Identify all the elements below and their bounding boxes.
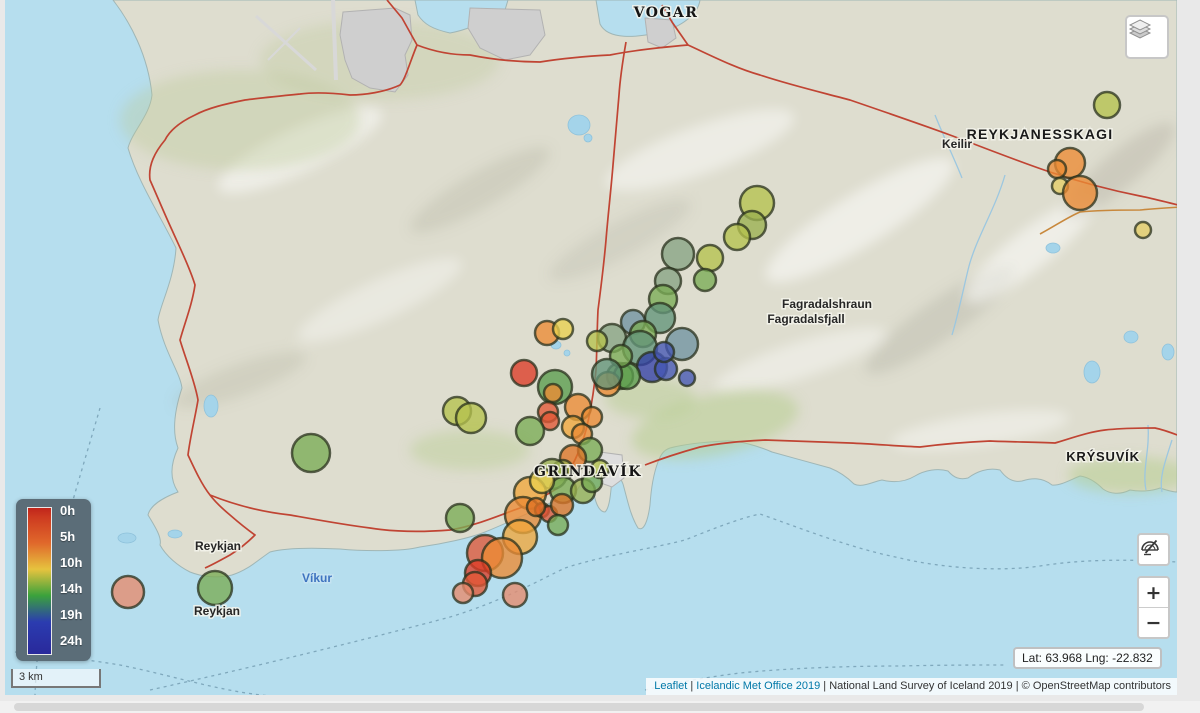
earthquake-marker[interactable] [110, 574, 146, 610]
earthquake-marker[interactable] [1046, 158, 1068, 180]
earthquake-marker[interactable] [542, 382, 564, 404]
legend-tick: 24h [60, 633, 83, 648]
earthquake-marker[interactable] [585, 329, 609, 353]
attribution-bar: Leaflet | Icelandic Met Office 2019 | Na… [646, 678, 1177, 695]
place-label: Keilir [942, 137, 972, 151]
earthquake-marker[interactable] [722, 222, 752, 252]
earthquake-marker[interactable] [1092, 90, 1122, 120]
earthquake-marker[interactable] [580, 405, 604, 429]
legend-tick: 5h [60, 529, 76, 544]
earthquake-marker[interactable] [1133, 220, 1153, 240]
legend-gradient-bar [27, 507, 52, 655]
earthquake-marker[interactable] [290, 432, 332, 474]
quake-age-legend: 0h 5h 10h 14h 19h 24h [16, 499, 91, 661]
earthquake-marker[interactable] [509, 358, 539, 388]
earthquake-marker[interactable] [454, 401, 488, 435]
earthquake-marker[interactable] [444, 502, 476, 534]
earthquake-marker[interactable] [549, 492, 575, 518]
earthquake-marker[interactable] [652, 340, 676, 364]
coordinates-readout: Lat: 63.968 Lng: -22.832 [1013, 647, 1162, 669]
place-label: KRÝSUVÍK [1066, 449, 1140, 464]
earthquake-marker[interactable] [528, 467, 556, 495]
map-canvas[interactable]: VOGAR Keilir REYKJANESSKAGI Fagradalshraun F… [5, 0, 1177, 695]
measure-control-button[interactable] [1137, 533, 1170, 566]
place-label: VOGAR [633, 5, 699, 21]
place-label: Reykjan [194, 604, 240, 618]
earthquake-marker[interactable] [451, 581, 475, 605]
earthquake-marker[interactable] [501, 581, 529, 609]
zoom-out-button[interactable]: − [1139, 608, 1168, 637]
imo-link[interactable]: Icelandic Met Office 2019 [696, 680, 821, 692]
legend-tick: 10h [60, 555, 83, 570]
rivers [934, 114, 1173, 493]
place-label: Fagradalsfjall [767, 312, 844, 326]
attribution-separator: | [1012, 680, 1022, 692]
boundary-road [1039, 206, 1177, 235]
zoom-control: + − [1137, 576, 1170, 639]
earthquake-marker[interactable] [546, 513, 570, 537]
legend-tick-labels: 0h 5h 10h 14h 19h 24h [60, 503, 90, 653]
urban-areas [339, 7, 677, 488]
nls-credit: National Land Survey of Iceland 2019 [829, 680, 1013, 692]
earthquake-marker[interactable] [480, 536, 524, 580]
earthquake-marker[interactable] [590, 357, 624, 391]
measure-icon [1141, 539, 1159, 556]
lakes [117, 114, 1175, 544]
scale-bar: 3 km [11, 669, 101, 688]
attribution-separator: | [820, 680, 830, 692]
legend-tick: 14h [60, 581, 83, 596]
earthquake-marker[interactable] [514, 415, 546, 447]
place-label: Víkur [302, 571, 332, 585]
layers-control-button[interactable] [1125, 15, 1169, 59]
earthquake-marker[interactable] [589, 458, 611, 480]
place-label: Fagradalshraun [782, 297, 872, 311]
osm-credit: © OpenStreetMap contributors [1021, 680, 1171, 692]
earthquake-marker[interactable] [525, 496, 547, 518]
attribution-separator: | [687, 680, 697, 692]
leaflet-link[interactable]: Leaflet [654, 680, 688, 692]
earthquake-marker[interactable] [692, 267, 718, 293]
earthquake-marker[interactable] [660, 236, 696, 272]
place-label: Reykjan [195, 539, 241, 553]
legend-tick: 19h [60, 607, 83, 622]
airport-runways [254, 0, 338, 81]
horizontal-scrollbar[interactable] [0, 701, 1200, 713]
scrollbar-thumb[interactable] [14, 703, 1144, 711]
earthquake-layer [110, 90, 1153, 610]
earthquake-marker[interactable] [677, 368, 697, 388]
place-label: GRINDAVÍK [534, 462, 642, 480]
earthquake-marker[interactable] [695, 243, 725, 273]
place-label: REYKJANESSKAGI [967, 126, 1114, 142]
zoom-in-button[interactable]: + [1139, 578, 1168, 608]
earthquake-marker[interactable] [1061, 174, 1099, 212]
earthquake-marker[interactable] [551, 317, 575, 341]
legend-tick: 0h [60, 503, 76, 518]
earthquake-marker[interactable] [196, 569, 234, 607]
layers-icon [1128, 19, 1152, 39]
